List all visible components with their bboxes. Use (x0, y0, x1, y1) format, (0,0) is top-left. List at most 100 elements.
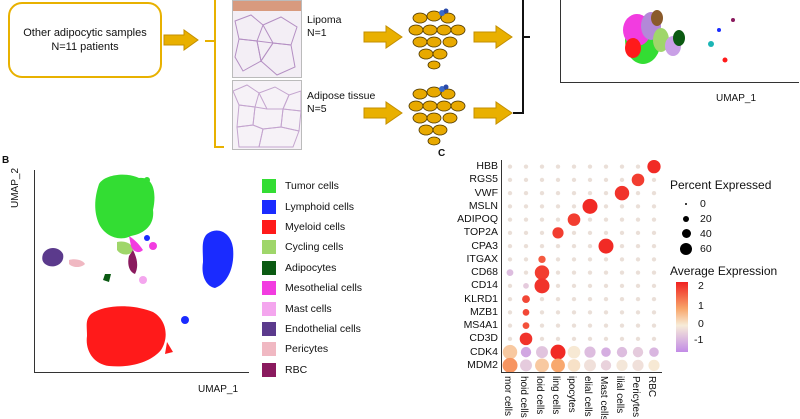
dot-mark (523, 164, 529, 169)
dot-mark (571, 164, 577, 169)
percent-legend: 0 20 40 60 (678, 196, 712, 256)
legend-item: Pericytes (262, 339, 362, 359)
dot-mark (619, 204, 625, 209)
percent-legend-dot (680, 242, 692, 255)
dot-mark (550, 344, 566, 360)
dot-mark (507, 243, 513, 249)
dot-mark (507, 177, 513, 183)
dot-mark (571, 283, 577, 289)
legend-swatch (262, 281, 276, 296)
lipoma-histology-image (232, 0, 302, 78)
adipose-n: N=5 (307, 103, 327, 115)
expression-tick-label: 2 (698, 280, 704, 292)
dot-mark (534, 278, 550, 294)
dot-mark (614, 185, 630, 201)
dot-mark (635, 310, 641, 315)
dot-mark (523, 217, 529, 222)
expression-legend-title: Average Expression (670, 264, 778, 278)
dot-mark (523, 257, 529, 262)
legend-label: Tumor cells (285, 180, 339, 193)
legend-label: Adipocytes (285, 261, 337, 274)
gene-label: RGS5 (469, 173, 498, 186)
arrow-icon (473, 101, 513, 125)
dot-mark (507, 336, 513, 342)
dot-mark (587, 283, 593, 289)
dot-mark (587, 190, 593, 196)
dot-mark (523, 190, 529, 196)
dot-mark (603, 217, 609, 222)
dot-mark (571, 243, 577, 249)
cell-type-tick-label: RBC (646, 376, 657, 398)
dot-mark (555, 270, 561, 275)
dot-mark (523, 204, 529, 209)
dot-mark (552, 227, 564, 239)
legend-item: Lymphoid cells (262, 196, 362, 216)
legend-item: Cycling cells (262, 237, 362, 257)
dot-mark (635, 283, 641, 289)
legend-swatch (262, 321, 276, 336)
dot-mark (619, 283, 625, 289)
dot-mark (603, 310, 609, 315)
legend-item: Myeloid cells (262, 217, 362, 237)
legend-swatch (262, 240, 276, 255)
dot-mark (555, 257, 561, 262)
dot-mark (507, 257, 513, 262)
adipose-histology-image (232, 80, 302, 150)
legend-item: Adipocytes (262, 258, 362, 278)
dot-mark (539, 164, 545, 169)
dot-mark (507, 310, 513, 315)
dot-mark (632, 346, 644, 358)
dot-mark (571, 177, 577, 183)
dot-mark (555, 283, 561, 289)
dot-mark (555, 164, 561, 169)
dot-mark (571, 204, 577, 209)
dot-mark (507, 230, 513, 236)
legend-swatch (262, 199, 276, 214)
dot-mark (632, 359, 644, 371)
dot-mark (555, 323, 561, 328)
dot-mark (603, 336, 609, 342)
dot-mark (539, 310, 545, 315)
dot-mark (587, 217, 593, 222)
dot-mark (555, 177, 561, 183)
cell-type-tick-label: Pericytes (630, 376, 641, 418)
dot-mark (539, 177, 545, 183)
umap-x-label: UMAP_1 (198, 384, 239, 395)
percent-legend-dot (683, 215, 689, 222)
cell-type-tick-label: loid cells (534, 376, 545, 415)
dot-mark (536, 346, 548, 359)
dot-mark (601, 347, 611, 357)
dot-mark (555, 204, 561, 209)
lipoma-name: Lipoma (307, 14, 342, 26)
dot-mark (648, 359, 660, 371)
dot-mark (502, 357, 518, 373)
dot-mark (619, 270, 625, 275)
dot-mark (551, 358, 565, 373)
dot-mark (651, 283, 657, 289)
dot-mark (635, 270, 641, 275)
gene-label: KLRD1 (464, 292, 498, 305)
cell-type-tick-label: mor cells (502, 376, 513, 417)
dot-mark (587, 257, 593, 262)
dot-mark (603, 270, 609, 275)
dot-mark (571, 230, 577, 236)
legend-swatch (262, 179, 276, 194)
dot-mark (603, 257, 609, 262)
dot-mark (571, 257, 577, 262)
gene-label: ITGAX (466, 252, 498, 265)
percent-legend-label: 60 (700, 242, 712, 255)
dot-mark (603, 204, 609, 209)
dot-mark (619, 257, 625, 262)
dot-mark (587, 164, 593, 169)
gene-label: TOP2A (463, 226, 498, 239)
dot-mark (522, 309, 530, 316)
percent-legend-dot (681, 229, 691, 238)
percent-legend-item: 40 (678, 226, 712, 241)
dot-mark (587, 243, 593, 249)
panel-b-letter: B (2, 155, 10, 166)
dot-plot (501, 159, 662, 373)
arrow-icon (473, 25, 513, 49)
dot-mark (635, 323, 641, 328)
cell-type-tick-label: Mast cells (598, 376, 609, 419)
dot-mark (520, 346, 532, 358)
